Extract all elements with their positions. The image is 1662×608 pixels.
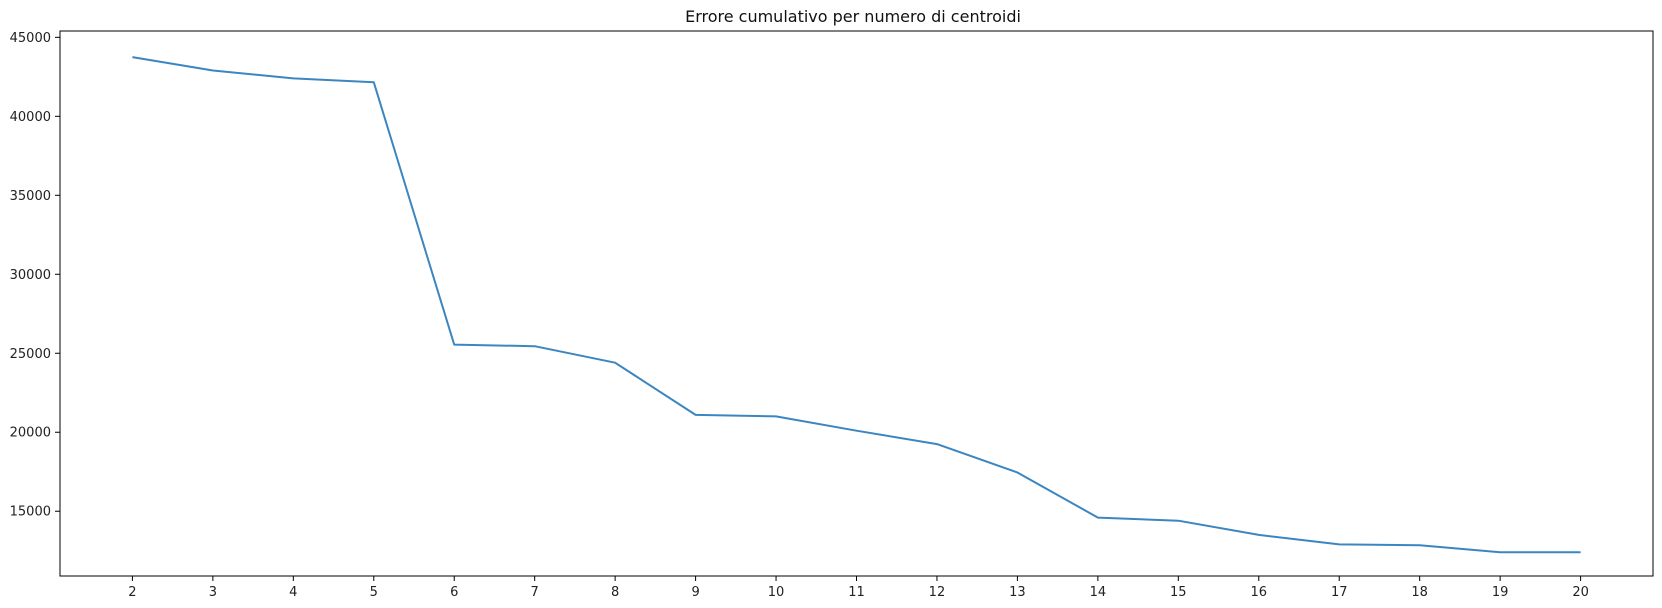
y-tick-label: 25000 [10,347,51,362]
y-tick-label: 30000 [10,268,51,283]
x-axis: 2 3 4 5 6 7 8 9 10 11 12 13 14 15 16 17 18 19 20 [128,576,1589,600]
x-tick-label: 14 [1090,585,1107,600]
x-tick-label: 2 [128,585,136,600]
x-tick-label: 7 [531,585,539,600]
x-tick-label: 6 [450,585,458,600]
x-tick-label: 10 [768,585,785,600]
y-tick-label: 40000 [10,110,51,125]
series-layer [132,56,1581,554]
x-tick-label: 9 [691,585,699,600]
x-tick-label: 20 [1572,585,1589,600]
x-tick-label: 16 [1250,585,1267,600]
x-tick-label: 18 [1411,585,1428,600]
x-tick-label: 8 [611,585,619,600]
x-tick-label: 3 [209,585,217,600]
y-tick-label: 35000 [10,189,51,204]
x-tick-label: 11 [848,585,865,600]
y-tick-label: 45000 [10,31,51,46]
chart-title: Errore cumulativo per numero di centroid… [685,7,1021,26]
x-tick-label: 12 [929,585,946,600]
x-tick-label: 19 [1492,585,1509,600]
x-tick-label: 17 [1331,585,1348,600]
x-tick-label: 13 [1009,585,1026,600]
y-tick-label: 15000 [10,505,51,520]
y-axis: 15000 20000 25000 30000 35000 40000 45000 [10,31,60,520]
x-tick-label: 5 [370,585,378,600]
x-tick-label: 4 [289,585,297,600]
series-line [132,56,1581,554]
y-tick-label: 20000 [10,426,51,441]
plot-area-frame [59,30,1654,577]
x-tick-label: 15 [1170,585,1187,600]
